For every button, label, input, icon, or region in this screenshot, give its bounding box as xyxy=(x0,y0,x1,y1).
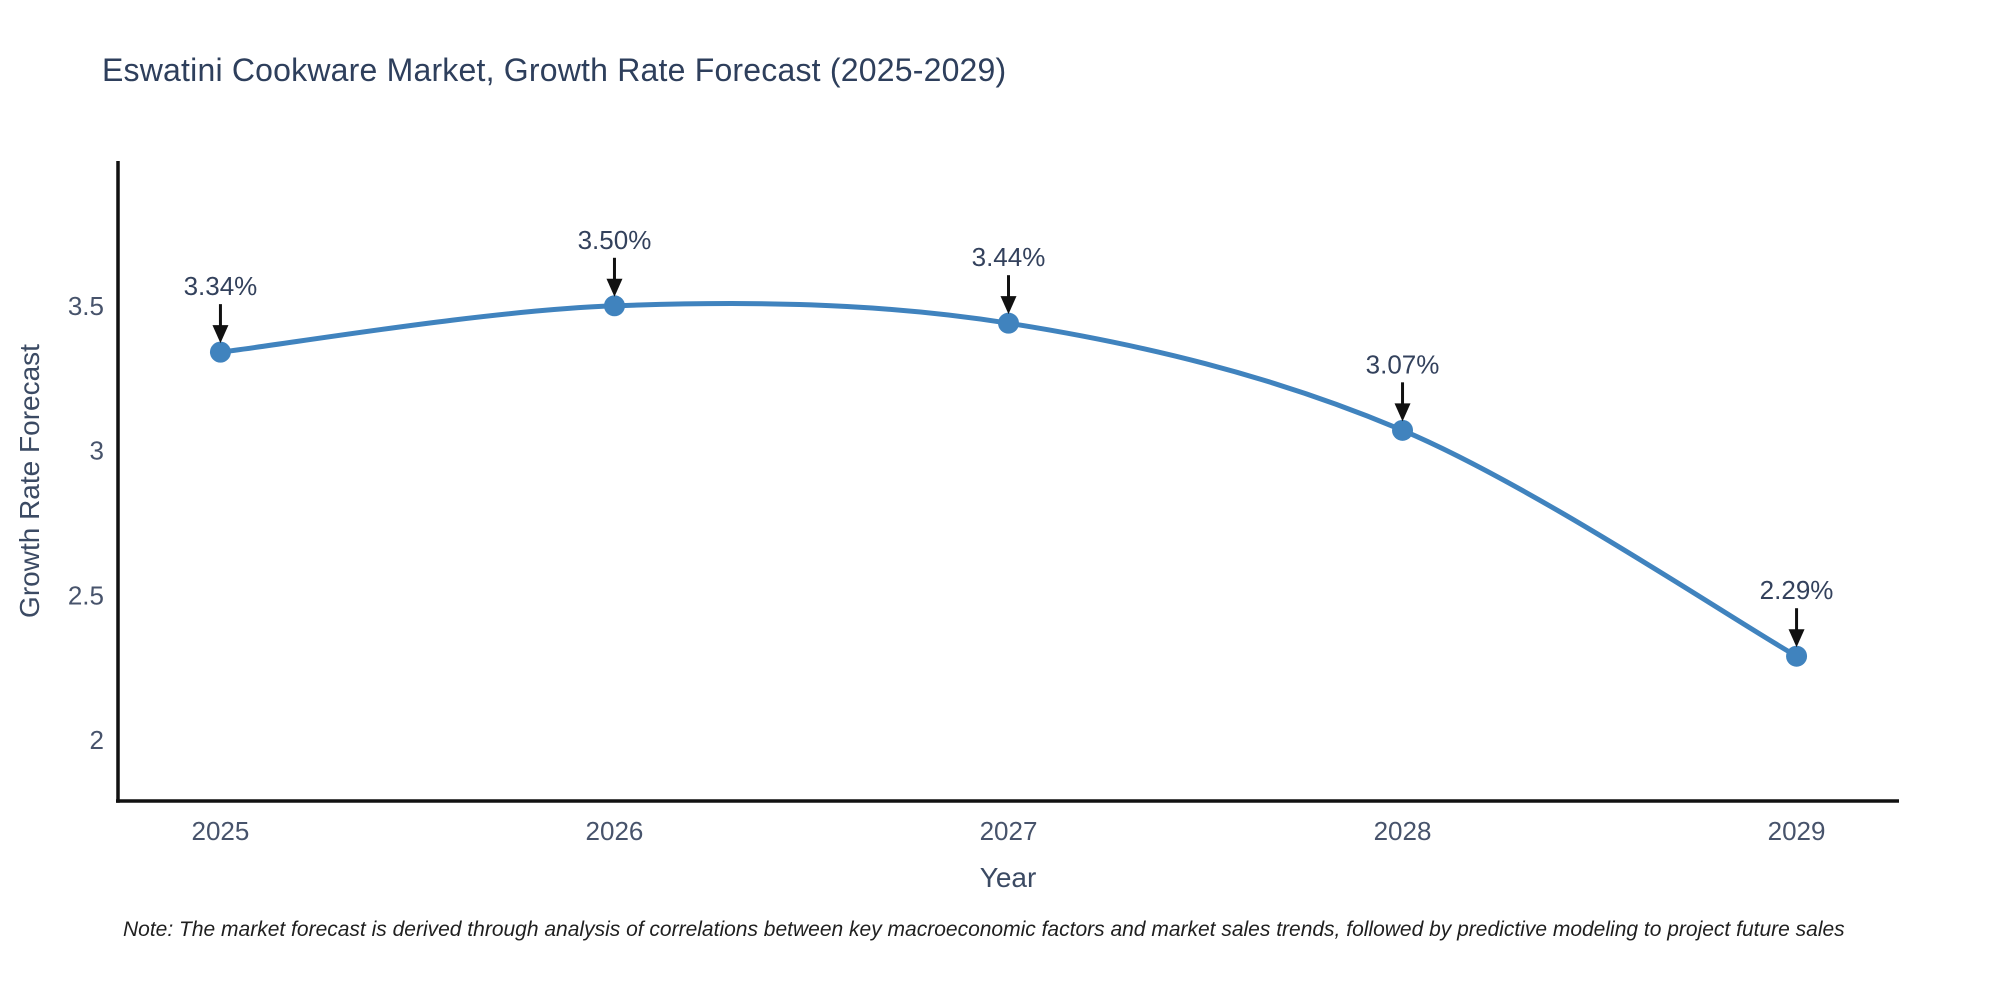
data-point xyxy=(209,341,231,363)
annotation-arrowhead-icon xyxy=(212,325,229,344)
annotation-arrowhead-icon xyxy=(1394,403,1411,422)
x-tick-label: 2026 xyxy=(586,816,644,846)
annotation-arrowhead-icon xyxy=(1000,296,1017,315)
data-point xyxy=(1392,419,1414,441)
data-point xyxy=(1786,645,1808,667)
y-tick-label: 3 xyxy=(90,436,104,466)
annotation-label: 3.50% xyxy=(578,225,652,255)
annotation-label: 3.34% xyxy=(184,271,258,301)
data-point xyxy=(998,312,1019,334)
annotation-label: 3.44% xyxy=(972,242,1046,272)
data-point xyxy=(603,295,625,317)
y-tick-label: 2 xyxy=(90,725,104,755)
series-line xyxy=(217,301,1800,659)
x-tick-label: 2027 xyxy=(980,816,1038,846)
x-tick-label: 2029 xyxy=(1768,816,1826,846)
annotation-arrowhead-icon xyxy=(606,278,623,297)
chart-title: Eswatini Cookware Market, Growth Rate Fo… xyxy=(102,52,1007,88)
annotation-arrowhead-icon xyxy=(1788,629,1805,648)
y-tick-label: 3.5 xyxy=(68,291,104,321)
x-tick-label: 2028 xyxy=(1374,816,1432,846)
x-axis-title: Year xyxy=(979,862,1037,893)
x-tick-label: 2025 xyxy=(192,816,250,846)
y-tick-label: 2.5 xyxy=(68,580,104,610)
footnote: Note: The market forecast is derived thr… xyxy=(123,918,1845,941)
annotation-label: 2.29% xyxy=(1760,575,1834,605)
annotation-label: 3.07% xyxy=(1366,349,1440,379)
